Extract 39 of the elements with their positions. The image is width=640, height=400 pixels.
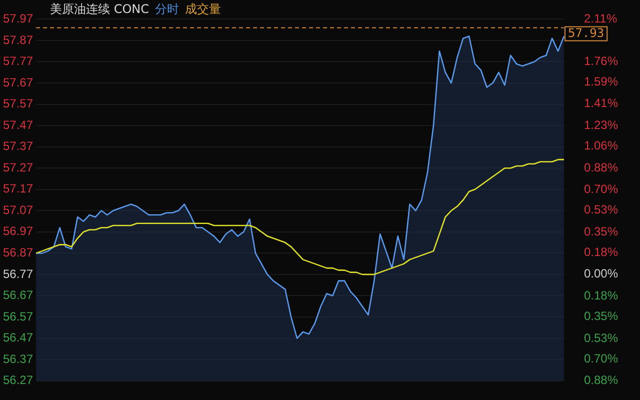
- chart-title: 美原油连续 CONC: [50, 2, 149, 16]
- y-tick-label: 57.17: [3, 182, 34, 196]
- text: 成交量: [185, 2, 221, 16]
- y2-tick-label: 0.53%: [584, 202, 618, 217]
- y2-tick-label: 1.59%: [584, 74, 618, 88]
- y-tick-label: 56.37: [3, 352, 34, 366]
- y2-tick-label: 1.76%: [584, 54, 618, 68]
- text: 分时: [155, 2, 179, 16]
- y-tick-label: 57.97: [3, 12, 34, 26]
- y2-tick-label: 0.70%: [584, 351, 618, 366]
- y-tick-label: 57.77: [3, 54, 34, 68]
- y-tick-label: 57.87: [3, 32, 34, 47]
- y2-tick-label: 2.11%: [584, 12, 618, 26]
- y2-tick-label: 0.88%: [584, 160, 618, 174]
- y-tick-label: 56.27: [3, 373, 34, 388]
- y-tick-label: 56.57: [3, 309, 34, 324]
- y-tick-label: 57.07: [3, 202, 34, 217]
- y2-tick-label: 0.35%: [584, 224, 618, 238]
- y-tick-label: 56.47: [3, 330, 34, 345]
- y2-tick-label: 0.35%: [584, 309, 618, 324]
- y-tick-label: 57.67: [3, 75, 34, 90]
- y2-tick-label: 0.00%: [584, 266, 618, 281]
- y2-tick-label: 0.18%: [584, 244, 618, 259]
- y2-tick-label: 1.06%: [584, 138, 618, 152]
- y-tick-label: 56.67: [3, 288, 34, 302]
- y-tick-label: 56.77: [3, 266, 34, 281]
- y2-tick-label: 0.88%: [584, 373, 618, 388]
- ref-line-label: 57.93: [568, 26, 604, 40]
- y-tick-label: 57.27: [3, 160, 34, 174]
- y-tick-label: 56.97: [3, 224, 34, 238]
- y2-tick-label: 0.70%: [584, 182, 618, 196]
- y2-tick-label: 0.53%: [584, 330, 618, 345]
- y2-tick-label: 1.41%: [584, 96, 618, 110]
- y-tick-label: 57.47: [3, 118, 34, 132]
- y2-tick-label: 1.23%: [584, 118, 618, 132]
- y-tick-label: 57.37: [3, 139, 34, 154]
- y-tick-label: 57.57: [3, 96, 34, 111]
- y-tick-label: 56.87: [3, 245, 34, 260]
- y2-tick-label: 0.18%: [584, 288, 618, 302]
